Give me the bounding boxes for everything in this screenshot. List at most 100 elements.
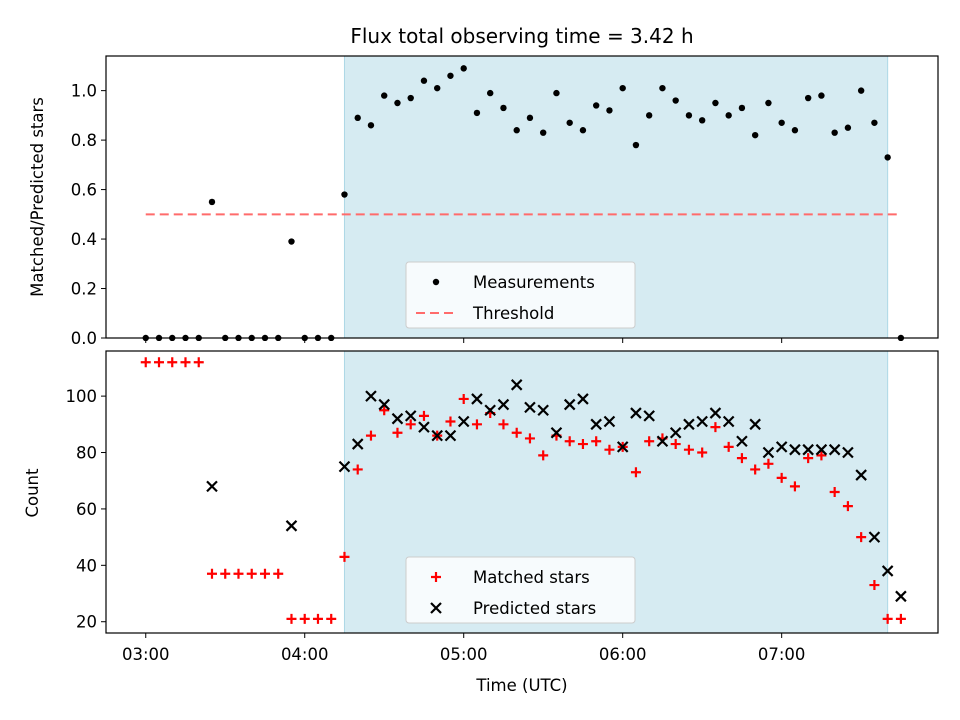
bottom-y-axis-label: Count <box>23 468 42 518</box>
top-panel: 0.0 0.2 0.4 0.6 0.8 1.0 Measurements Threshold <box>71 55 939 348</box>
matched-star-point <box>352 464 363 475</box>
measurement-point <box>765 99 772 107</box>
measurement-point <box>725 112 732 119</box>
matched-star-point <box>670 439 681 450</box>
predicted-star-point <box>616 441 629 453</box>
measurement-point <box>778 119 785 126</box>
matched-star-point <box>869 580 880 591</box>
measurement-point <box>526 114 534 122</box>
matched-star-point <box>206 568 217 579</box>
predicted-star-point <box>457 415 470 428</box>
measurement-point <box>394 99 401 107</box>
measurement-point <box>513 127 520 134</box>
predicted-star-point <box>418 421 430 433</box>
predicted-star-point <box>709 407 722 419</box>
measurement-point <box>341 191 348 198</box>
measurement-point <box>460 65 467 72</box>
predicted-star-point <box>497 398 510 411</box>
x-tick-label: 06:00 <box>599 645 647 664</box>
predicted-star-point <box>749 418 761 431</box>
measurement-point <box>500 104 507 112</box>
matched-star-point <box>644 436 655 447</box>
predicted-star-point <box>722 415 735 428</box>
measurement-point <box>632 141 640 149</box>
measurement-point <box>539 129 547 136</box>
predicted-star-point <box>404 410 417 422</box>
legend-box <box>405 556 636 624</box>
y-tick-label: 0.2 <box>71 280 97 299</box>
legend: Measurements Threshold <box>405 261 636 329</box>
predicted-star-point <box>603 415 616 428</box>
predicted-star-point <box>351 438 364 450</box>
y-tick-label: 20 <box>76 613 97 632</box>
predicted-star-point <box>444 429 457 442</box>
matched-star-point <box>445 416 456 427</box>
measurement-point <box>619 84 626 92</box>
matched-star-point <box>829 487 840 497</box>
legend: Matched stars Predicted stars <box>405 556 636 624</box>
measurement-point <box>381 92 388 99</box>
measurement-point <box>288 238 295 245</box>
measurement-point <box>579 127 587 134</box>
predicted-star-point <box>365 390 377 402</box>
matched-star-point <box>538 450 549 461</box>
measurement-point <box>208 198 216 206</box>
predicted-star-point <box>577 393 589 405</box>
measurement-point <box>566 119 573 126</box>
matched-star-point <box>405 419 416 430</box>
y-tick-label: 1.0 <box>71 82 97 101</box>
matched-star-point <box>259 568 270 579</box>
matched-star-point <box>339 551 350 562</box>
measurement-point <box>818 92 825 99</box>
plot-frame <box>105 350 939 634</box>
measurement-point <box>844 124 852 131</box>
y-tick-label: 40 <box>76 556 97 575</box>
measurement-point <box>606 107 613 114</box>
matched-star-point <box>167 357 178 368</box>
measurement-point <box>354 114 361 122</box>
predicted-star-point <box>378 398 390 411</box>
legend-label: Threshold <box>472 304 554 323</box>
matched-star-point <box>498 419 509 430</box>
x-tick-label: 03:00 <box>122 645 170 664</box>
matched-star-point <box>723 441 734 452</box>
measurement-point <box>420 77 428 84</box>
matched-star-point <box>180 357 191 368</box>
measurement-point <box>884 154 891 161</box>
matched-star-point <box>418 410 429 421</box>
matched-star-point <box>273 568 284 579</box>
y-tick-label: 0.6 <box>71 181 97 200</box>
matched-star-point <box>379 405 390 416</box>
measurement-point <box>857 87 865 94</box>
matched-star-point <box>286 613 297 624</box>
measurement-point <box>685 112 693 119</box>
legend-predicted-marker <box>430 602 442 614</box>
predicted-star-point <box>630 407 642 419</box>
matched-star-point <box>736 453 747 464</box>
matched-star-point <box>365 430 376 441</box>
predicted-star-point <box>775 441 788 453</box>
predicted-star-point <box>590 418 602 431</box>
predicted-star-point <box>431 429 443 442</box>
matched-star-point <box>803 453 814 464</box>
matched-star-point <box>591 436 602 447</box>
predicted-star-point <box>683 418 695 431</box>
predicted-star-point <box>789 443 801 456</box>
matched-star-point <box>856 532 867 543</box>
measurement-point <box>791 127 799 134</box>
predicted-star-point <box>524 401 536 414</box>
matched-star-point <box>604 444 615 455</box>
predicted-star-point <box>802 443 814 456</box>
predicted-star-point <box>736 435 748 448</box>
y-tick-label: 60 <box>76 500 97 519</box>
measurement-point <box>592 102 600 109</box>
matched-star-point <box>789 481 800 492</box>
matched-star-point <box>392 427 403 438</box>
chart-title: Flux total observing time = 3.42 h <box>350 24 693 48</box>
x-tick-label: 07:00 <box>758 645 806 664</box>
bottom-panel: 20 40 60 80 100 03:00 04:00 05:00 06:00 07:00 Matc… <box>66 350 939 664</box>
data-layer <box>140 357 907 624</box>
x-tick-label: 05:00 <box>440 645 488 664</box>
legend-label: Measurements <box>473 273 595 292</box>
